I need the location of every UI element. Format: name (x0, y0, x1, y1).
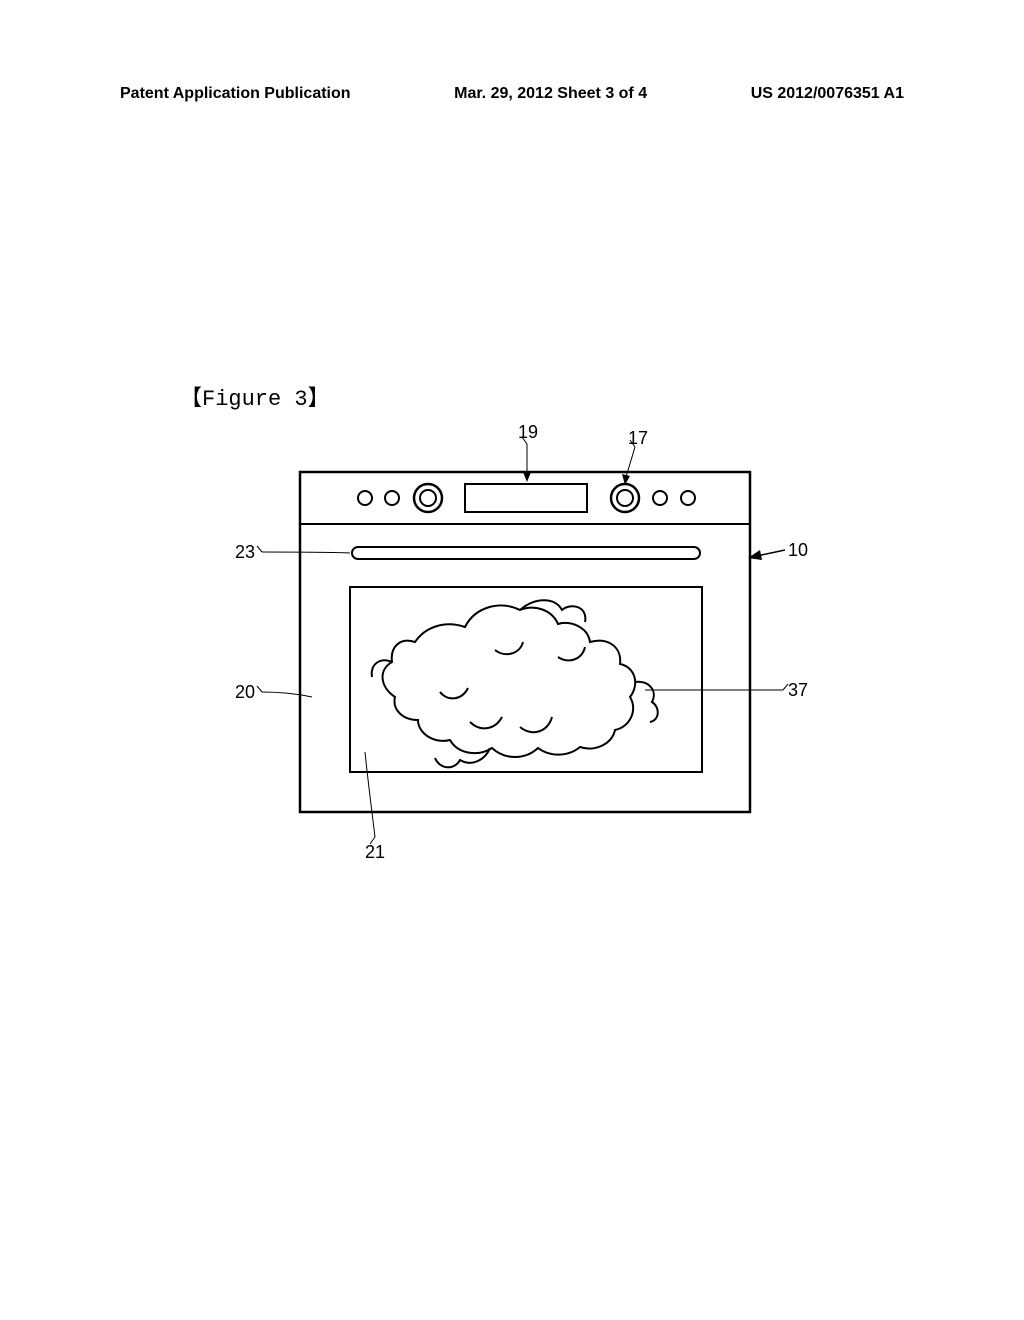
knob-small-2 (385, 491, 399, 505)
callout-20: 20 (235, 682, 255, 703)
leader-23 (262, 552, 350, 553)
callout-10: 10 (788, 540, 808, 561)
knob-small-1 (358, 491, 372, 505)
page-header: Patent Application Publication Mar. 29, … (0, 85, 1024, 103)
food-item (372, 600, 658, 767)
figure-area: 【Figure 3】 19 17 10 23 20 21 37 (180, 380, 840, 912)
leader-21 (365, 752, 375, 837)
knob-small-4 (681, 491, 695, 505)
callout-21: 21 (365, 842, 385, 863)
display-panel (465, 484, 587, 512)
viewing-window (350, 587, 702, 772)
callout-37: 37 (788, 680, 808, 701)
callout-19: 19 (518, 422, 538, 443)
header-left: Patent Application Publication (120, 85, 351, 103)
oven-diagram: 19 17 10 23 20 21 37 (240, 432, 880, 912)
figure-label: 【Figure 3】 (180, 380, 840, 412)
header-right: US 2012/0076351 A1 (751, 85, 904, 103)
callout-17: 17 (628, 428, 648, 449)
oven-svg (240, 432, 880, 912)
knob-big-right (611, 484, 639, 512)
knob-small-3 (653, 491, 667, 505)
arrow-19 (523, 472, 531, 482)
knob-big-right-inner (617, 490, 633, 506)
knob-big-left-inner (420, 490, 436, 506)
callout-23: 23 (235, 542, 255, 563)
header-center: Mar. 29, 2012 Sheet 3 of 4 (454, 85, 647, 103)
leader-20 (262, 692, 312, 697)
knob-big-left (414, 484, 442, 512)
door-handle (352, 547, 700, 559)
